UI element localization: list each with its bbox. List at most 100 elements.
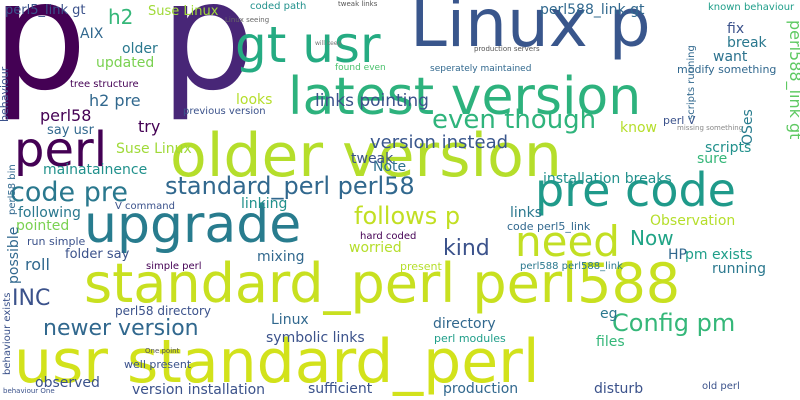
cloud-word: Linux (271, 312, 309, 328)
cloud-word: scripts running (686, 45, 697, 120)
cloud-word: code perl5_link (507, 220, 591, 233)
cloud-word: scripts (705, 140, 751, 156)
cloud-word: older (122, 41, 158, 57)
cloud-word: modify something (677, 63, 776, 76)
cloud-word: running (712, 261, 766, 277)
cloud-word: Linux p (410, 0, 651, 62)
cloud-word: roll (25, 255, 50, 274)
cloud-word: disturb (594, 381, 643, 397)
cloud-word: perl V (663, 114, 696, 127)
cloud-word: run simple (27, 235, 86, 248)
cloud-word: production servers (474, 45, 540, 53)
cloud-word: tree structure (70, 79, 139, 90)
cloud-word: even though (432, 105, 596, 135)
cloud-word: h2 pre (89, 91, 141, 110)
cloud-word: worried (349, 240, 402, 256)
cloud-word: behaviour One (3, 387, 55, 395)
cloud-word: directory (433, 316, 496, 332)
cloud-word: perl588_link gt (540, 2, 645, 18)
cloud-word: found even (335, 63, 386, 73)
cloud-word: links pointing (315, 91, 429, 111)
cloud-word: will keep (315, 40, 341, 47)
cloud-word: old perl (702, 381, 740, 392)
cloud-word: h2 (108, 5, 133, 29)
cloud-word: INC (12, 286, 50, 311)
cloud-word: sufficient (308, 381, 373, 397)
cloud-word: simple perl (146, 261, 202, 272)
cloud-word: observed (35, 375, 100, 391)
cloud-word: installation breaks (543, 171, 672, 187)
cloud-word: previous version (183, 106, 266, 117)
cloud-word: AIX (80, 26, 104, 42)
cloud-word: Observation (650, 213, 735, 229)
cloud-word: following (18, 205, 81, 221)
cloud-word: possible (6, 227, 22, 284)
cloud-word: newer version (43, 316, 199, 341)
cloud-word: older version (170, 121, 562, 191)
cloud-word: perl (14, 122, 107, 178)
cloud-word: fix (727, 21, 744, 37)
cloud-word: mixing (257, 249, 304, 265)
cloud-word: Config pm (612, 309, 735, 337)
cloud-word: OSes (740, 109, 756, 145)
cloud-word: files (596, 334, 625, 350)
cloud-word: perl588_link gt (785, 20, 800, 139)
cloud-word: updated (96, 55, 154, 71)
cloud-word: well present (124, 358, 192, 371)
cloud-word: present (400, 260, 443, 273)
cloud-word: eg (600, 306, 618, 322)
cloud-word: Linux seeing (225, 16, 269, 24)
cloud-word: coded path (250, 1, 306, 12)
cloud-word: behaviour exists (2, 293, 13, 375)
cloud-word: pointed (16, 218, 69, 234)
cloud-word: folder say (65, 247, 130, 262)
cloud-word: links (510, 205, 542, 221)
cloud-word: know (620, 120, 657, 136)
cloud-word: behaviour (0, 66, 11, 122)
cloud-word: perl58 (40, 106, 91, 125)
cloud-word: standard_perl perl588 (84, 252, 680, 315)
cloud-word: p (0, 0, 87, 124)
cloud-word: standard_perl perl58 (165, 172, 415, 200)
cloud-word: follows p (354, 202, 460, 230)
cloud-word: tweak links (338, 0, 378, 8)
cloud-word: break (727, 35, 768, 51)
cloud-word: mainatainence (43, 162, 147, 178)
cloud-word: latest version (288, 67, 641, 127)
cloud-word: production (443, 381, 518, 397)
cloud-word: gt usr (235, 16, 381, 74)
cloud-word: pm exists (685, 247, 753, 263)
cloud-word: pre code (535, 163, 736, 217)
cloud-word: seperately maintained (430, 64, 531, 74)
cloud-word: Suse Linux (148, 4, 219, 19)
cloud-word: kind (443, 236, 490, 261)
cloud-word: V command (115, 201, 175, 212)
cloud-word: upgrade (84, 195, 301, 255)
cloud-word: p (160, 0, 255, 124)
cloud-word: symbolic links (266, 330, 365, 346)
cloud-word: hard coded (360, 231, 416, 242)
cloud-word: Suse Linux (116, 141, 192, 157)
cloud-word: linking (241, 196, 287, 212)
cloud-word: looks (236, 92, 272, 108)
cloud-word: version installation (132, 382, 265, 398)
cloud-word: try (138, 117, 160, 136)
cloud-word: perl58 directory (115, 304, 211, 318)
cloud-word: perl modules (434, 332, 506, 345)
cloud-word: known behaviour (708, 2, 795, 13)
cloud-word: tweak (351, 151, 394, 167)
cloud-word: missing something (677, 124, 743, 132)
cloud-word: Now (630, 226, 674, 250)
cloud-word: One point (145, 347, 180, 355)
cloud-word: say usr (47, 123, 95, 138)
cloud-word: want (713, 49, 748, 65)
cloud-word: usr standard_perl (14, 327, 540, 397)
cloud-word: perl58 bin (7, 164, 18, 215)
cloud-word: HP (668, 247, 687, 263)
cloud-word: perl588 perl588_link (520, 261, 623, 272)
cloud-word: need (515, 217, 620, 266)
cloud-word: perl5_link gt (5, 3, 85, 18)
cloud-word: sure (697, 151, 727, 167)
